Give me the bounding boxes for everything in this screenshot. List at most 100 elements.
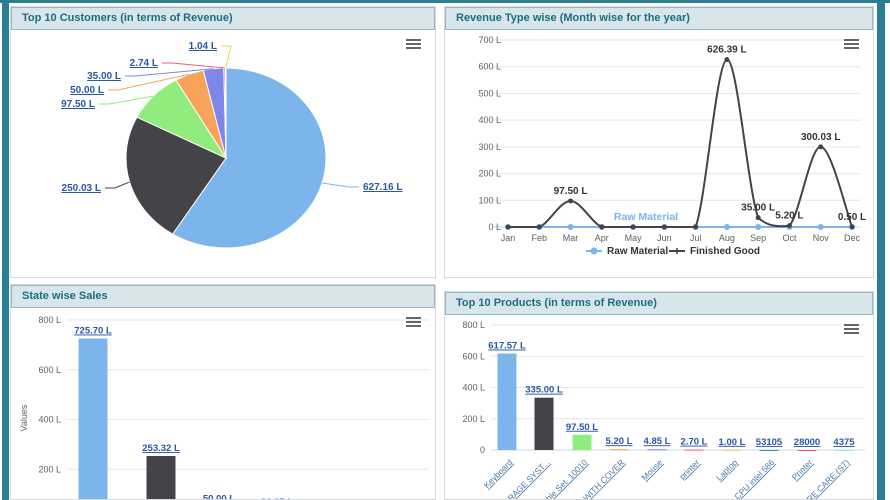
bar[interactable] — [759, 449, 779, 451]
x-tick-label: Dec — [844, 233, 861, 243]
pie-label-connector — [105, 181, 130, 189]
bar-value-label[interactable]: 335.00 L — [525, 385, 563, 396]
pie-slice[interactable] — [224, 67, 227, 159]
chart-context-menu-icon[interactable] — [844, 39, 859, 51]
panel-state-sales-body: 800 L 600 L 400 L 200 L Values 725.70 L 253.32… — [11, 308, 435, 500]
data-point[interactable] — [786, 223, 792, 229]
revenue-line-chart: 700 L 600 L 500 L 400 L 300 L 200 L 100 L 0 LJa… — [478, 35, 866, 257]
pie-value-label[interactable]: 2.74 L — [130, 58, 158, 69]
data-point[interactable] — [630, 224, 636, 230]
bar[interactable] — [722, 449, 742, 451]
bar[interactable] — [78, 338, 108, 500]
pie-slice[interactable] — [125, 116, 227, 235]
data-point[interactable] — [817, 224, 824, 230]
bar[interactable] — [534, 397, 554, 450]
data-point[interactable] — [599, 224, 605, 230]
y-tick-label: 400 L — [462, 383, 485, 393]
bar[interactable] — [497, 353, 517, 451]
data-label: 5.20 L — [775, 211, 803, 222]
bar-value-label[interactable]: 28000 — [794, 437, 820, 448]
y-tick-label: 200 L — [462, 414, 485, 424]
bar[interactable] — [146, 456, 176, 500]
bar-value-label[interactable]: 36.05 L — [261, 497, 293, 500]
y-tick-label: 700 L — [478, 35, 501, 45]
bar[interactable] — [684, 449, 704, 451]
category-label[interactable]: Laptop — [714, 457, 740, 483]
data-point[interactable] — [567, 224, 574, 230]
bar[interactable] — [797, 450, 817, 451]
bar-value-label[interactable]: 97.50 L — [566, 422, 598, 433]
x-tick-label: Oct — [782, 233, 797, 243]
pie-value-label[interactable]: 1.04 L — [189, 41, 217, 52]
category-label[interactable]: printer — [677, 457, 701, 481]
y-axis-title: Values — [19, 404, 29, 431]
data-point[interactable] — [818, 144, 824, 150]
pie-value-label[interactable]: 97.50 L — [61, 99, 95, 110]
data-point[interactable] — [661, 224, 667, 230]
data-point[interactable] — [568, 198, 574, 204]
chart-context-menu-icon[interactable] — [406, 39, 421, 51]
bar-value-label[interactable]: 5.20 L — [606, 436, 633, 447]
panel-title: Top 10 Products (in terms of Revenue) — [456, 297, 657, 309]
panel-revenue-type-header: Revenue Type wise (Month wise for the ye… — [445, 7, 873, 30]
legend-marker-finished-good[interactable] — [674, 248, 680, 254]
y-tick-label: 600 L — [462, 351, 485, 361]
data-point[interactable] — [724, 57, 730, 63]
products-bar-chart: 800 L 600 L 400 L 200 L 0 617.57 L Keyboard 335… — [462, 320, 865, 500]
bar-value-label[interactable]: 725.70 L — [74, 325, 112, 336]
y-tick-label: 0 L — [488, 222, 501, 232]
bar[interactable] — [647, 449, 667, 451]
legend-label-raw-material[interactable]: Raw Material — [607, 246, 668, 257]
x-tick-label: Jul — [690, 233, 702, 243]
legend-marker-raw-material[interactable] — [590, 247, 598, 255]
panel-revenue-type-body: 700 L 600 L 500 L 400 L 300 L 200 L 100 L 0 L Ja… — [445, 30, 873, 277]
chart-context-menu-icon[interactable] — [844, 324, 859, 336]
panel-state-sales-header: State wise Sales — [11, 285, 435, 308]
y-tick-label: 200 L — [478, 169, 501, 179]
bar-value-label[interactable]: 50.00 L — [203, 494, 235, 500]
panel-top-customers: Top 10 Customers (in terms of Revenue) 6… — [10, 6, 436, 278]
chart-context-menu-icon[interactable] — [406, 317, 421, 329]
data-point[interactable] — [755, 215, 761, 221]
x-tick-label: Feb — [532, 233, 548, 243]
data-point[interactable] — [536, 224, 542, 230]
pie-value-label[interactable]: 627.16 L — [363, 182, 402, 193]
data-point[interactable] — [755, 224, 762, 230]
bar-value-label[interactable]: 253.32 L — [142, 443, 180, 454]
panel-top-customers-body: 627.16 L 250.03 L 97.50 L 50.00 L 35.00 L 2.7… — [11, 30, 435, 277]
data-point[interactable] — [849, 224, 855, 230]
data-point[interactable] — [693, 224, 699, 230]
bar[interactable] — [572, 434, 592, 450]
category-label[interactable]: CPU intel 586 — [732, 457, 776, 500]
bar-value-label[interactable]: 4.85 L — [644, 436, 671, 447]
pie-slice[interactable] — [171, 67, 327, 249]
pie-value-label[interactable]: 250.03 L — [62, 183, 101, 194]
category-label[interactable]: Mouse — [639, 457, 664, 482]
bar-value-label[interactable]: 1.00 L — [719, 437, 746, 448]
data-point[interactable] — [505, 224, 511, 230]
x-tick-label: Jan — [501, 233, 516, 243]
pie-value-label[interactable]: 50.00 L — [70, 85, 104, 96]
bar-value-label[interactable]: 4375 — [833, 437, 855, 448]
series-line — [508, 58, 853, 228]
x-tick-label: Jun — [657, 233, 672, 243]
bar[interactable] — [609, 449, 629, 451]
y-tick-label: 600 L — [38, 365, 61, 375]
series-name-annotation: Raw Material — [614, 211, 678, 223]
y-tick-label: 300 L — [478, 142, 501, 152]
legend-label-finished-good[interactable]: Finished Good — [690, 246, 760, 257]
pie-label-connector — [221, 45, 232, 69]
pie-label-connector — [125, 68, 214, 77]
bar[interactable] — [834, 450, 854, 451]
data-point[interactable] — [723, 224, 730, 230]
category-label[interactable]: Keyboard — [482, 457, 515, 490]
pie-value-label[interactable]: 35.00 L — [87, 71, 121, 82]
pie-label-connector — [322, 182, 359, 188]
right-accent-stripe — [877, 0, 885, 500]
panel-title: Revenue Type wise (Month wise for the ye… — [456, 12, 690, 24]
category-label[interactable]: Printer — [790, 457, 815, 482]
x-tick-label: Mar — [563, 233, 579, 243]
bar-value-label[interactable]: 2.70 L — [681, 437, 708, 448]
bar-value-label[interactable]: 53105 — [756, 437, 783, 448]
bar-value-label[interactable]: 617.57 L — [488, 341, 526, 352]
